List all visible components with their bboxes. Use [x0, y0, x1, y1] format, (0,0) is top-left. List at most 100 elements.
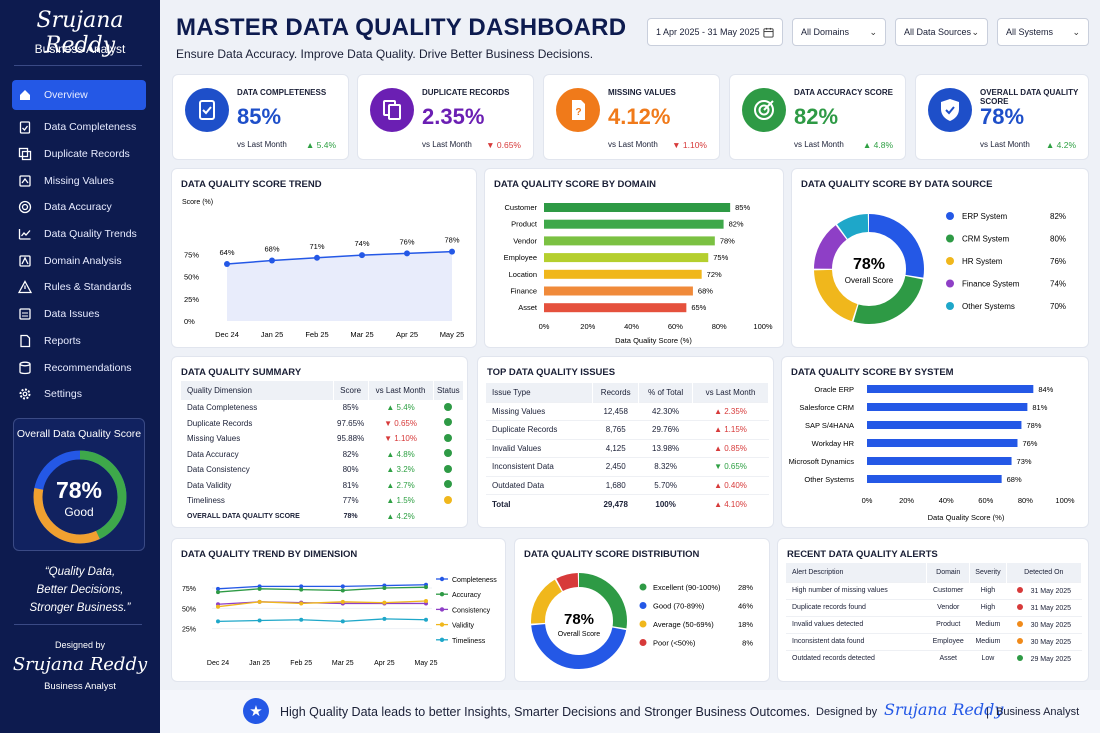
sidebar-item-rules-standards[interactable]: Rules & Standards: [12, 274, 146, 301]
sidebar-item-data-accuracy[interactable]: Data Accuracy: [12, 194, 146, 221]
x-tick-label: Dec 24: [215, 330, 239, 339]
sidebar-item-data-quality-trends[interactable]: Data Quality Trends: [12, 221, 146, 248]
series-line: [217, 584, 427, 590]
x-tick-label: 100%: [753, 322, 773, 331]
sidebar-item-reports[interactable]: Reports: [12, 328, 146, 355]
legend-dot: [946, 234, 954, 243]
dimension-cell: Data Consistency: [187, 465, 250, 475]
table-row: Data Consistency 80% ▲ 3.2%: [181, 462, 464, 478]
severity-dot: [1016, 637, 1023, 644]
category-label: Other Systems: [804, 475, 854, 484]
overall-gauge: [33, 450, 127, 544]
kpi-vs-label: vs Last Month: [980, 140, 1030, 149]
kpi-card: DATA COMPLETENESS 85% vs Last Month ▲ 5.4%: [172, 74, 349, 160]
x-tick-label: 80%: [712, 322, 727, 331]
table-header-row: Quality Dimension Score vs Last Month Statu…: [181, 381, 465, 400]
category-label: Asset: [518, 303, 538, 312]
data-source-chart: 78% Overall Score ERP System 82% CRM System 8…: [814, 212, 1066, 324]
legend-label: Timeliness: [452, 638, 486, 645]
delta-value: 1.5%: [396, 496, 415, 506]
table-row: Inconsistent Data 2,450 8.32% ▼ 0.65%: [486, 457, 769, 476]
series-point: [299, 601, 304, 606]
delta-value: 2.7%: [396, 480, 415, 490]
legend-label: ERP System: [962, 212, 1008, 221]
series-line: [217, 600, 427, 608]
category-label: Vendor: [513, 236, 537, 245]
sidebar-item-duplicate-records[interactable]: Duplicate Records: [12, 141, 146, 168]
legend-dot: [946, 257, 954, 265]
series-point: [257, 586, 262, 591]
sidebar-item-recommendations[interactable]: Recommendations: [12, 354, 146, 381]
arrow-down-icon: ▼: [672, 140, 683, 150]
section-title: DATA QUALITY TREND BY DIMENSION: [181, 549, 358, 560]
delta-cell: ▲ 2.7%: [368, 478, 433, 494]
sidebar-item-label: Data Quality Trends: [44, 228, 137, 241]
kpi-delta: ▲ 4.8%: [863, 140, 893, 150]
score-cell: 80%: [342, 465, 359, 475]
kpi-delta-value: 0.65%: [496, 140, 521, 150]
severity-dot: [1016, 586, 1023, 593]
table-row: Data Completeness 85% ▲ 5.4%: [181, 400, 464, 416]
alert-date-value: 31 May 2025: [1030, 587, 1072, 595]
dimension-cell: Data Completeness: [187, 403, 258, 413]
alert-severity-cell: High: [969, 598, 1007, 616]
sidebar-item-missing-values[interactable]: Missing Values: [12, 167, 146, 194]
sidebar-item-label: Domain Analysis: [44, 254, 122, 267]
alert-row[interactable]: High number of missing values Customer Hig…: [786, 581, 1082, 599]
delta-cell: ▼ 0.65%: [368, 416, 433, 432]
legend-dot: [439, 622, 445, 627]
footer-designed-by: Designed by: [816, 706, 878, 718]
alert-row[interactable]: Duplicate records found Vendor High 31 May …: [786, 598, 1082, 616]
distribution-slice: [531, 573, 627, 669]
kpi-delta: ▼ 1.10%: [672, 140, 707, 150]
bar-data-label: 73%: [1017, 457, 1032, 466]
system-filter[interactable]: All Systems ⌄: [997, 18, 1089, 46]
sidebar-item-domain-analysis[interactable]: Domain Analysis: [12, 247, 146, 274]
legend-value: 82%: [1050, 212, 1066, 221]
alert-domain-cell: Vendor: [926, 598, 970, 616]
y-tick-label: 50%: [182, 606, 196, 613]
series-point: [340, 584, 345, 589]
delta-value: 1.15%: [724, 425, 747, 435]
delta-value: 2.35%: [724, 406, 747, 416]
y-tick-label: 75%: [182, 586, 196, 593]
kpi-label: DUPLICATE RECORDS: [422, 88, 510, 97]
alert-domain-cell: Asset: [926, 649, 970, 667]
alert-date-cell: 30 May 2025: [1006, 632, 1082, 650]
footer-separator: |: [986, 705, 990, 719]
sidebar-item-overview[interactable]: Overview: [12, 80, 146, 110]
legend-dot: [639, 583, 647, 591]
category-label: Oracle ERP: [814, 385, 854, 394]
y-tick-label: 25%: [184, 295, 199, 304]
x-tick-label: 60%: [978, 496, 993, 505]
shield-check-icon: [928, 88, 972, 132]
alert-row[interactable]: Invalid values detected Product Medium 30 M…: [786, 615, 1082, 633]
data-source-card: DATA QUALITY SCORE BY DATA SOURCE 78% Ove…: [791, 168, 1089, 348]
sidebar-item-data-issues[interactable]: Data Issues: [12, 301, 146, 328]
date-range-filter[interactable]: 1 Apr 2025 - 31 May 2025: [647, 18, 783, 46]
data-source-filter-value: All Data Sources: [904, 27, 972, 37]
bar-data-label: 65%: [691, 303, 706, 312]
issue-type-cell: Outdated Data: [486, 475, 593, 495]
table-row: OVERALL DATA QUALITY SCORE 78% ▲ 4.2%: [181, 509, 464, 525]
sidebar-divider: [14, 624, 142, 625]
x-tick-label: Feb 25: [290, 660, 312, 667]
legend-dot: [439, 607, 445, 612]
sidebar-item-data-completeness[interactable]: Data Completeness: [12, 114, 146, 141]
sidebar-item-settings[interactable]: Settings: [12, 381, 146, 408]
records-cell: 4,125: [592, 438, 639, 458]
issues-table: Issue Type Records% of Total vs Last Month…: [486, 383, 769, 513]
delta-value: 4.2%: [396, 511, 415, 521]
table-row: Data Validity 81% ▲ 2.7%: [181, 478, 464, 494]
distribution-chart: 78% Overall Score Excellent (90-100%) 28% Go…: [531, 573, 753, 669]
bar-data-label: 76%: [1022, 439, 1037, 448]
x-tick-label: 60%: [668, 322, 683, 331]
data-source-filter[interactable]: All Data Sources ⌄: [895, 18, 988, 46]
domain-filter[interactable]: All Domains ⌄: [792, 18, 886, 46]
series-line: [217, 586, 427, 593]
alert-row[interactable]: Outdated records detected Asset Low 29 May …: [786, 649, 1082, 667]
status-cell: [433, 509, 463, 525]
gauge-title: Overall Data Quality Score: [16, 428, 142, 440]
alert-severity-cell: Medium: [969, 615, 1007, 633]
alert-row[interactable]: Inconsistent data found Employee Medium 30 …: [786, 632, 1082, 650]
